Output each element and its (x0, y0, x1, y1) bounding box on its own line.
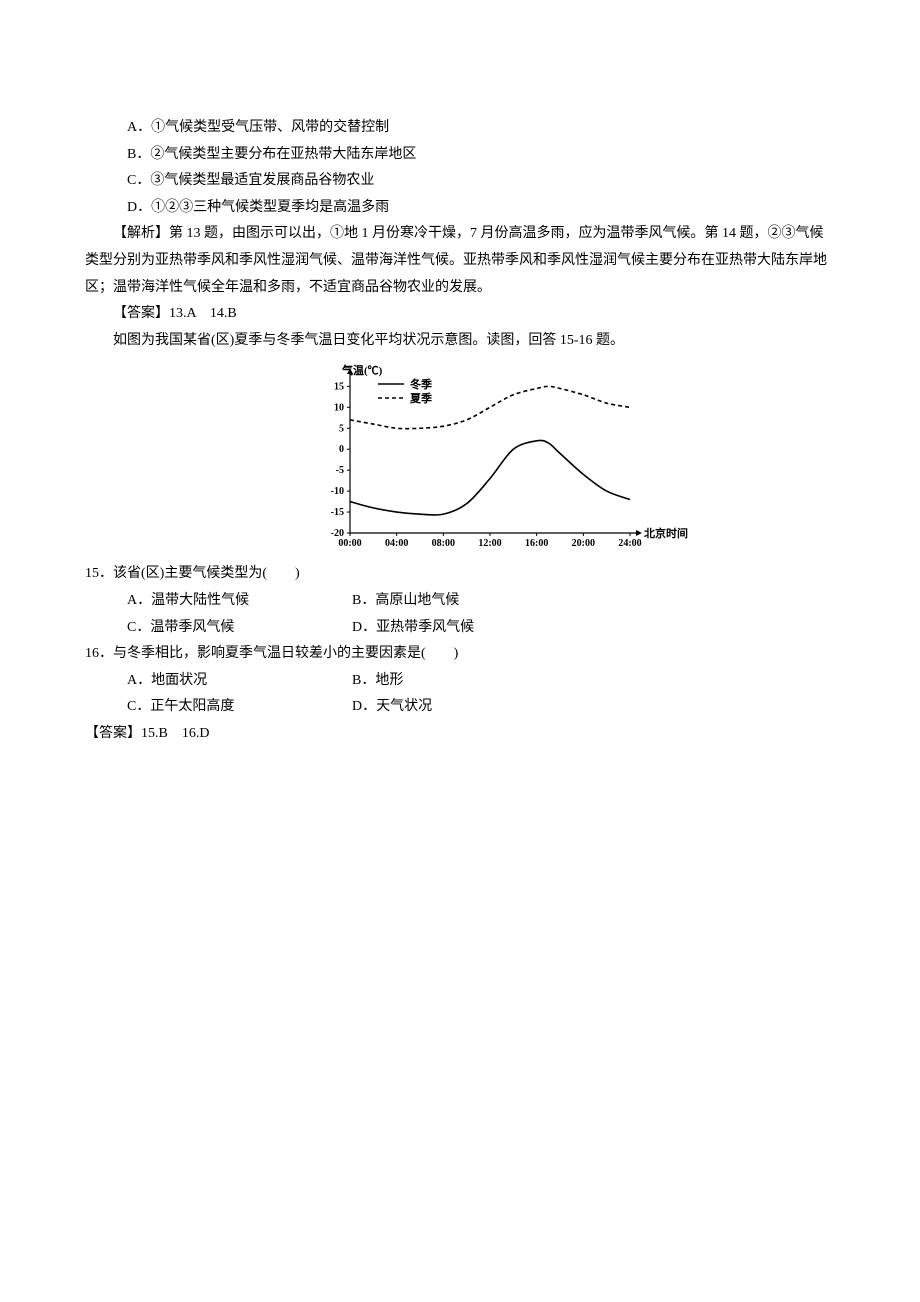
svg-text:20:00: 20:00 (572, 538, 595, 549)
temperature-chart: -20-15-10-505101500:0004:0008:0012:0016:… (85, 360, 835, 555)
answer-13-14: 【答案】13.A 14.B (85, 301, 835, 328)
svg-text:-15: -15 (331, 507, 344, 518)
svg-text:10: 10 (334, 403, 344, 414)
svg-text:0: 0 (339, 445, 344, 456)
q15-option-a: A．温带大陆性气候 (127, 588, 352, 615)
svg-text:气温(℃): 气温(℃) (341, 363, 383, 377)
svg-text:00:00: 00:00 (338, 538, 361, 549)
q16-option-d: D．天气状况 (352, 694, 432, 721)
answer-15-16: 【答案】15.B 16.D (85, 721, 835, 748)
q16-stem: 16．与冬季相比，影响夏季气温日较差小的主要因素是( ) (85, 641, 835, 668)
q15-option-d: D．亚热带季风气候 (352, 615, 474, 642)
q15-option-c: C．温带季风气候 (127, 615, 352, 642)
q15-option-b: B．高原山地气候 (352, 588, 459, 615)
q16-option-b: B．地形 (352, 668, 403, 695)
svg-text:15: 15 (334, 382, 344, 393)
svg-text:04:00: 04:00 (385, 538, 408, 549)
svg-text:08:00: 08:00 (432, 538, 455, 549)
option-a: A．①气候类型受气压带、风带的交替控制 (85, 115, 835, 142)
svg-text:24:00: 24:00 (618, 538, 641, 549)
q15-stem: 15．该省(区)主要气候类型为( ) (85, 561, 835, 588)
explanation-13-14: 【解析】第 13 题，由图示可以出，①地 1 月份寒冷干燥，7 月份高温多雨，应… (85, 221, 835, 301)
svg-text:5: 5 (339, 424, 344, 435)
svg-text:冬季: 冬季 (410, 377, 433, 391)
option-d: D．①②③三种气候类型夏季均是高温多雨 (85, 195, 835, 222)
svg-text:16:00: 16:00 (525, 538, 548, 549)
q16-option-a: A．地面状况 (127, 668, 352, 695)
svg-text:夏季: 夏季 (410, 391, 433, 405)
svg-text:12:00: 12:00 (478, 538, 501, 549)
chart-intro: 如图为我国某省(区)夏季与冬季气温日变化平均状况示意图。读图，回答 15-16 … (85, 328, 835, 355)
option-b: B．②气候类型主要分布在亚热带大陆东岸地区 (85, 142, 835, 169)
option-c: C．③气候类型最适宜发展商品谷物农业 (85, 168, 835, 195)
svg-text:北京时间: 北京时间 (644, 526, 688, 540)
svg-text:-10: -10 (331, 486, 344, 497)
q16-option-c: C．正午太阳高度 (127, 694, 352, 721)
svg-text:-5: -5 (336, 466, 344, 477)
